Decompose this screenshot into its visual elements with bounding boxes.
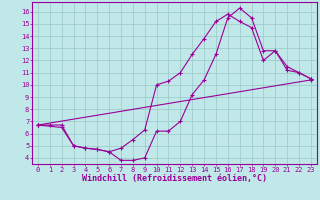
X-axis label: Windchill (Refroidissement éolien,°C): Windchill (Refroidissement éolien,°C) bbox=[82, 174, 267, 183]
